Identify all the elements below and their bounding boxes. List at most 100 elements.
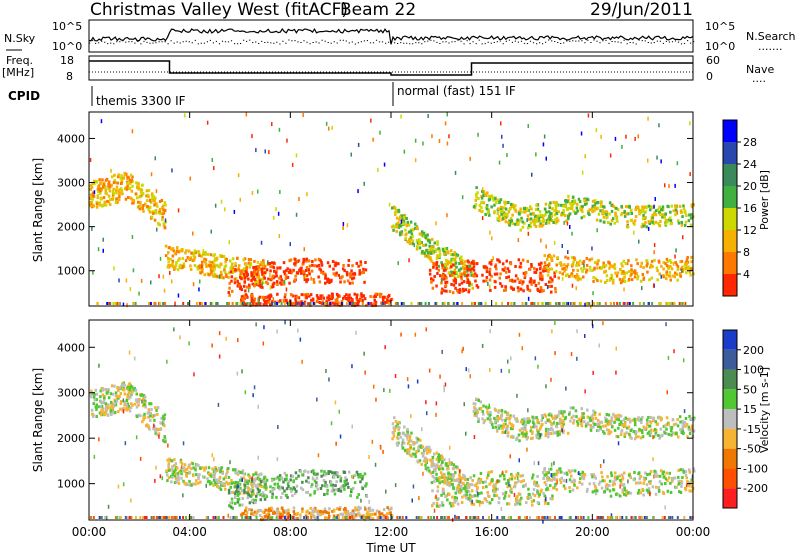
ground-cell [117, 302, 120, 305]
data-cell [189, 256, 193, 260]
data-cell [394, 208, 398, 212]
ground-cell [340, 302, 343, 305]
data-cell [331, 509, 334, 513]
data-cell [536, 475, 539, 478]
data-cell [596, 279, 599, 283]
data-cell [179, 460, 183, 464]
data-cell [558, 410, 561, 414]
data-cell [463, 274, 467, 278]
data-cell [588, 208, 592, 212]
ground-cell [394, 302, 397, 305]
data-cell [688, 270, 691, 274]
data-cell [539, 222, 542, 226]
data-cell [676, 264, 680, 268]
data-cell [366, 510, 369, 514]
noise-cell [89, 158, 92, 162]
data-cell [305, 274, 309, 278]
data-cell [378, 510, 381, 514]
data-cell [189, 467, 193, 471]
data-cell [497, 410, 500, 414]
data-cell [452, 283, 456, 287]
data-cell [405, 217, 408, 220]
data-cell [592, 276, 595, 279]
data-cell [415, 449, 419, 453]
data-cell [617, 413, 621, 417]
data-cell [505, 428, 508, 432]
data-cell [424, 234, 428, 238]
ground-cell [673, 302, 676, 305]
data-cell [529, 277, 532, 281]
noise-cell [682, 235, 684, 240]
data-cell [523, 432, 526, 436]
ground-cell [647, 302, 650, 305]
data-cell [398, 231, 402, 235]
data-cell [248, 283, 251, 287]
data-cell [230, 491, 233, 495]
noise-cell [210, 229, 212, 234]
data-cell [508, 421, 511, 425]
data-cell [685, 271, 688, 275]
data-cell [443, 277, 446, 281]
noise-cell [100, 119, 103, 124]
data-cell [278, 485, 281, 489]
data-cell [619, 268, 622, 271]
data-cell [208, 273, 211, 277]
data-cell [601, 475, 604, 479]
data-cell [193, 264, 197, 267]
data-cell [90, 185, 94, 189]
data-cell [450, 253, 453, 257]
noise-cell [422, 141, 424, 146]
noise-cell [102, 248, 104, 253]
data-cell [171, 467, 174, 471]
data-cell [242, 472, 246, 476]
data-cell [496, 212, 500, 215]
data-cell [342, 470, 346, 474]
data-cell [614, 211, 617, 215]
data-cell [516, 494, 519, 498]
data-cell [448, 461, 452, 465]
ground-cell [164, 302, 167, 305]
data-cell [156, 406, 160, 410]
data-cell [92, 402, 95, 406]
data-cell [111, 175, 114, 179]
data-cell [369, 302, 373, 305]
data-cell [563, 266, 566, 270]
data-cell [194, 482, 197, 486]
data-cell [315, 481, 318, 485]
data-cell [576, 278, 580, 282]
data-cell [212, 475, 216, 479]
data-cell [497, 207, 500, 211]
data-cell [575, 273, 579, 277]
noise-cell [285, 287, 288, 292]
data-cell [413, 441, 417, 445]
data-cell [397, 420, 401, 424]
data-cell [453, 495, 457, 499]
data-cell [551, 475, 554, 479]
data-cell [501, 262, 505, 266]
ground-cell [472, 302, 475, 305]
data-cell [335, 480, 338, 484]
data-cell [579, 277, 582, 281]
data-cell [227, 488, 231, 492]
data-cell [284, 517, 288, 521]
data-cell [689, 223, 693, 227]
data-cell [164, 438, 167, 442]
data-cell [110, 413, 113, 416]
data-cell [624, 416, 628, 420]
data-cell [690, 260, 693, 264]
noise-cell [448, 134, 450, 139]
data-cell [363, 472, 367, 476]
data-cell [241, 503, 244, 507]
data-cell [506, 485, 509, 489]
data-cell [635, 205, 639, 209]
data-cell [229, 270, 233, 274]
data-cell [248, 285, 251, 289]
data-cell [372, 302, 376, 306]
data-cell [210, 271, 213, 275]
ground-cell [593, 302, 595, 305]
data-cell [633, 271, 637, 275]
data-cell [160, 416, 163, 420]
noise-cell [289, 242, 291, 247]
data-cell [247, 261, 251, 265]
data-cell [430, 280, 433, 284]
